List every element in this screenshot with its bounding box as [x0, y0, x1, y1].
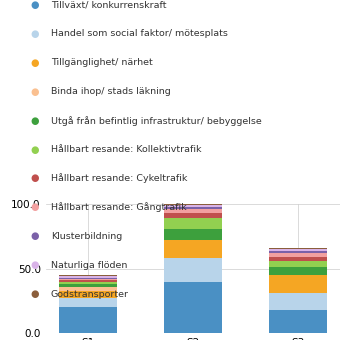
Bar	[269, 251, 327, 253]
Bar	[269, 293, 327, 310]
Bar	[59, 284, 117, 287]
Text: ●: ●	[31, 144, 39, 155]
Bar	[164, 258, 222, 282]
Text: Naturliga flöden: Naturliga flöden	[51, 261, 127, 270]
Text: ●: ●	[31, 202, 39, 212]
Bar	[164, 218, 222, 228]
Text: ●: ●	[31, 58, 39, 68]
Bar	[164, 240, 222, 258]
Text: ●: ●	[31, 0, 39, 10]
Text: ●: ●	[31, 260, 39, 270]
Bar	[59, 287, 117, 291]
Text: Hållbart resande: Kollektivtrafik: Hållbart resande: Kollektivtrafik	[51, 145, 201, 154]
Text: Tillgänglighet/ närhet: Tillgänglighet/ närhet	[51, 58, 153, 67]
Bar	[269, 267, 327, 275]
Bar	[164, 205, 222, 207]
Text: Klusterbildning: Klusterbildning	[51, 232, 122, 241]
Text: Handel som social faktor/ mötesplats: Handel som social faktor/ mötesplats	[51, 30, 228, 38]
Text: ●: ●	[31, 173, 39, 184]
Text: ●: ●	[31, 116, 39, 126]
Bar	[164, 204, 222, 205]
Bar	[164, 209, 222, 213]
Bar	[59, 278, 117, 279]
Bar	[164, 207, 222, 209]
Text: Utgå från befintlig infrastruktur/ bebyggelse: Utgå från befintlig infrastruktur/ bebyg…	[51, 116, 261, 126]
Bar	[59, 280, 117, 282]
Bar	[59, 307, 117, 333]
Text: ●: ●	[31, 29, 39, 39]
Bar	[59, 276, 117, 278]
Text: ●: ●	[31, 87, 39, 97]
Bar	[269, 253, 327, 257]
Bar	[269, 261, 327, 267]
Bar	[164, 282, 222, 333]
Bar	[59, 291, 117, 298]
Bar	[269, 249, 327, 251]
Bar	[59, 279, 117, 280]
Text: Hållbart resande: Gångtrafik: Hållbart resande: Gångtrafik	[51, 202, 186, 212]
Bar	[164, 228, 222, 240]
Bar	[269, 248, 327, 249]
Bar	[59, 282, 117, 284]
Bar	[164, 213, 222, 218]
Bar	[269, 275, 327, 293]
Text: Binda ihop/ stads läkning: Binda ihop/ stads läkning	[51, 87, 171, 96]
Text: Tillväxt/ konkurrenskraft: Tillväxt/ konkurrenskraft	[51, 1, 166, 10]
Bar	[269, 257, 327, 261]
Text: ●: ●	[31, 231, 39, 241]
Bar	[59, 275, 117, 276]
Text: ●: ●	[31, 289, 39, 299]
Text: Hållbart resande: Cykeltrafik: Hållbart resande: Cykeltrafik	[51, 173, 187, 184]
Bar	[59, 298, 117, 307]
Text: Godstransporter: Godstransporter	[51, 290, 129, 299]
Bar	[269, 310, 327, 333]
